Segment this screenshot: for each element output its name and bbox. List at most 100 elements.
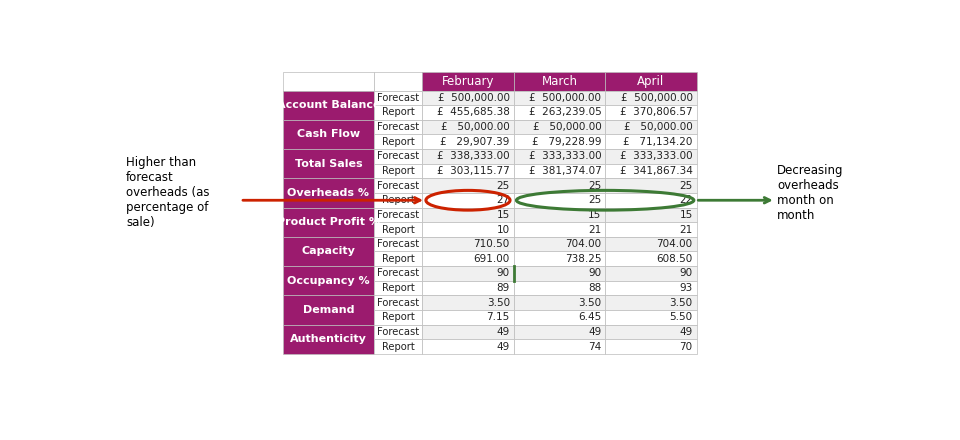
Bar (422, 281, 514, 295)
Text: Higher than
forecast
overheads (as
percentage of
sale): Higher than forecast overheads (as perce… (126, 156, 209, 229)
Text: 608.50: 608.50 (657, 254, 693, 264)
Bar (422, 251, 514, 266)
Text: 21: 21 (680, 224, 693, 235)
Bar (605, 91, 697, 105)
Text: 90: 90 (588, 268, 601, 279)
Text: 3.50: 3.50 (487, 298, 510, 308)
Text: Occupancy %: Occupancy % (287, 276, 370, 286)
Bar (514, 149, 605, 164)
Text: £  338,333.00: £ 338,333.00 (437, 151, 510, 161)
Text: 27: 27 (496, 195, 510, 205)
Bar (283, 295, 374, 325)
Bar (514, 281, 605, 295)
Bar (605, 72, 697, 91)
Bar (605, 193, 697, 208)
Text: 10: 10 (496, 224, 510, 235)
Text: £   50,000.00: £ 50,000.00 (624, 122, 693, 132)
Bar (422, 164, 514, 178)
Bar (514, 120, 605, 135)
Text: £   50,000.00: £ 50,000.00 (441, 122, 510, 132)
Text: 15: 15 (588, 210, 601, 220)
Text: 5.50: 5.50 (670, 312, 693, 322)
Bar (374, 222, 422, 237)
Text: 15: 15 (496, 210, 510, 220)
Text: Overheads %: Overheads % (287, 188, 370, 198)
Bar (514, 164, 605, 178)
Bar (422, 178, 514, 193)
Bar (514, 178, 605, 193)
Bar (514, 91, 605, 105)
Text: £  500,000.00: £ 500,000.00 (621, 93, 693, 103)
Text: £  370,806.57: £ 370,806.57 (620, 107, 693, 117)
Bar (605, 222, 697, 237)
Text: Forecast: Forecast (377, 327, 420, 337)
Text: Decreasing
overheads
month on
month: Decreasing overheads month on month (778, 164, 844, 222)
Text: £  381,374.07: £ 381,374.07 (529, 166, 601, 176)
Bar (374, 193, 422, 208)
Text: Forecast: Forecast (377, 210, 420, 220)
Text: Report: Report (382, 166, 415, 176)
Text: £  500,000.00: £ 500,000.00 (438, 93, 510, 103)
Text: 3.50: 3.50 (578, 298, 601, 308)
Bar (514, 135, 605, 149)
Bar (605, 325, 697, 339)
Bar (514, 208, 605, 222)
Text: Report: Report (382, 137, 415, 147)
Text: £   50,000.00: £ 50,000.00 (533, 122, 601, 132)
Bar (374, 178, 422, 193)
Text: Account Balance: Account Balance (276, 100, 380, 110)
Bar (283, 208, 374, 237)
Text: Report: Report (382, 195, 415, 205)
Bar (374, 266, 422, 281)
Bar (605, 105, 697, 120)
Text: Forecast: Forecast (377, 239, 420, 249)
Text: 3.50: 3.50 (670, 298, 693, 308)
Bar (422, 310, 514, 325)
Bar (283, 91, 374, 120)
Bar (514, 310, 605, 325)
Text: £  455,685.38: £ 455,685.38 (437, 107, 510, 117)
Text: 25: 25 (588, 181, 601, 191)
Text: 49: 49 (496, 327, 510, 337)
Text: Forecast: Forecast (377, 122, 420, 132)
Text: 22: 22 (680, 195, 693, 205)
Bar (283, 178, 374, 208)
Text: Forecast: Forecast (377, 298, 420, 308)
Bar (605, 339, 697, 354)
Bar (422, 135, 514, 149)
Bar (605, 120, 697, 135)
Bar (605, 237, 697, 251)
Text: Capacity: Capacity (301, 246, 355, 257)
Text: Report: Report (382, 224, 415, 235)
Bar (422, 149, 514, 164)
Text: Report: Report (382, 254, 415, 264)
Text: Product Profit %: Product Profit % (277, 217, 380, 227)
Text: £  500,000.00: £ 500,000.00 (529, 93, 601, 103)
Bar (422, 325, 514, 339)
Text: 704.00: 704.00 (657, 239, 693, 249)
Bar (374, 251, 422, 266)
Bar (605, 178, 697, 193)
Bar (422, 266, 514, 281)
Bar (422, 193, 514, 208)
Text: 25: 25 (588, 195, 601, 205)
Bar (422, 237, 514, 251)
Bar (422, 208, 514, 222)
Text: 90: 90 (680, 268, 693, 279)
Bar (605, 310, 697, 325)
Text: £  333,333.00: £ 333,333.00 (529, 151, 601, 161)
Text: 738.25: 738.25 (564, 254, 601, 264)
Bar (283, 149, 374, 178)
Text: April: April (637, 75, 664, 88)
Bar (374, 339, 422, 354)
Bar (514, 251, 605, 266)
Text: 89: 89 (496, 283, 510, 293)
Bar (514, 237, 605, 251)
Text: 15: 15 (680, 210, 693, 220)
Text: £  341,867.34: £ 341,867.34 (620, 166, 693, 176)
Bar (514, 339, 605, 354)
Bar (374, 120, 422, 135)
Bar (422, 339, 514, 354)
Bar (514, 325, 605, 339)
Bar (374, 149, 422, 164)
